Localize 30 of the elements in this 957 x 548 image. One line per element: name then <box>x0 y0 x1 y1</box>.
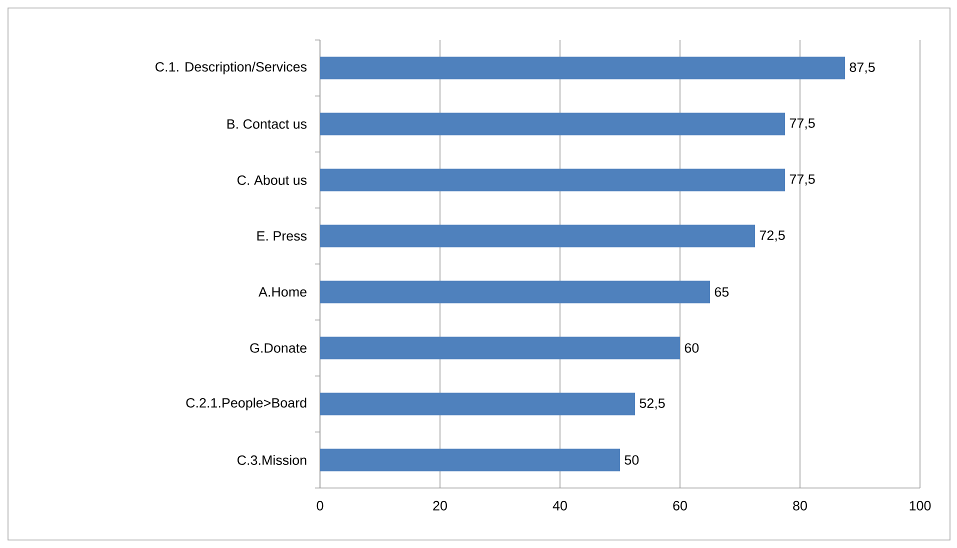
y-tick-label: C.2.1.People>Board <box>186 398 306 410</box>
bar <box>320 392 636 416</box>
x-tick-label: 40 <box>552 500 567 510</box>
y-tick-label: A.Home <box>258 287 306 297</box>
bar <box>320 168 786 192</box>
x-tick-label: 60 <box>673 500 687 510</box>
bar <box>320 336 680 360</box>
x-tick-label: 80 <box>793 500 807 510</box>
y-tick-label: C.3.Mission <box>238 455 306 465</box>
data-label: 50 <box>624 455 639 465</box>
y-tick-label: C. About us <box>237 175 307 185</box>
data-label: 60 <box>684 343 699 353</box>
data-label: 77,5 <box>790 174 815 186</box>
data-label: 65 <box>714 287 729 297</box>
bar <box>320 224 756 248</box>
bar <box>320 280 710 304</box>
y-tick-label: E. Press <box>257 231 307 241</box>
data-label: 77,5 <box>790 118 815 130</box>
data-label: 87,5 <box>850 62 875 74</box>
bar <box>320 56 846 80</box>
y-tick-label: C.1. Description/Services <box>156 62 307 74</box>
bar <box>320 448 620 472</box>
x-tick-label: 100 <box>910 500 931 510</box>
y-tick-label: B. Contact us <box>227 119 307 129</box>
x-tick-label: 0 <box>316 500 324 510</box>
y-tick-label: G.Donate <box>250 343 306 353</box>
data-label: 52,5 <box>640 398 665 410</box>
x-tick-label: 20 <box>433 500 447 510</box>
data-label: 72,5 <box>760 230 785 242</box>
bar <box>320 112 786 136</box>
